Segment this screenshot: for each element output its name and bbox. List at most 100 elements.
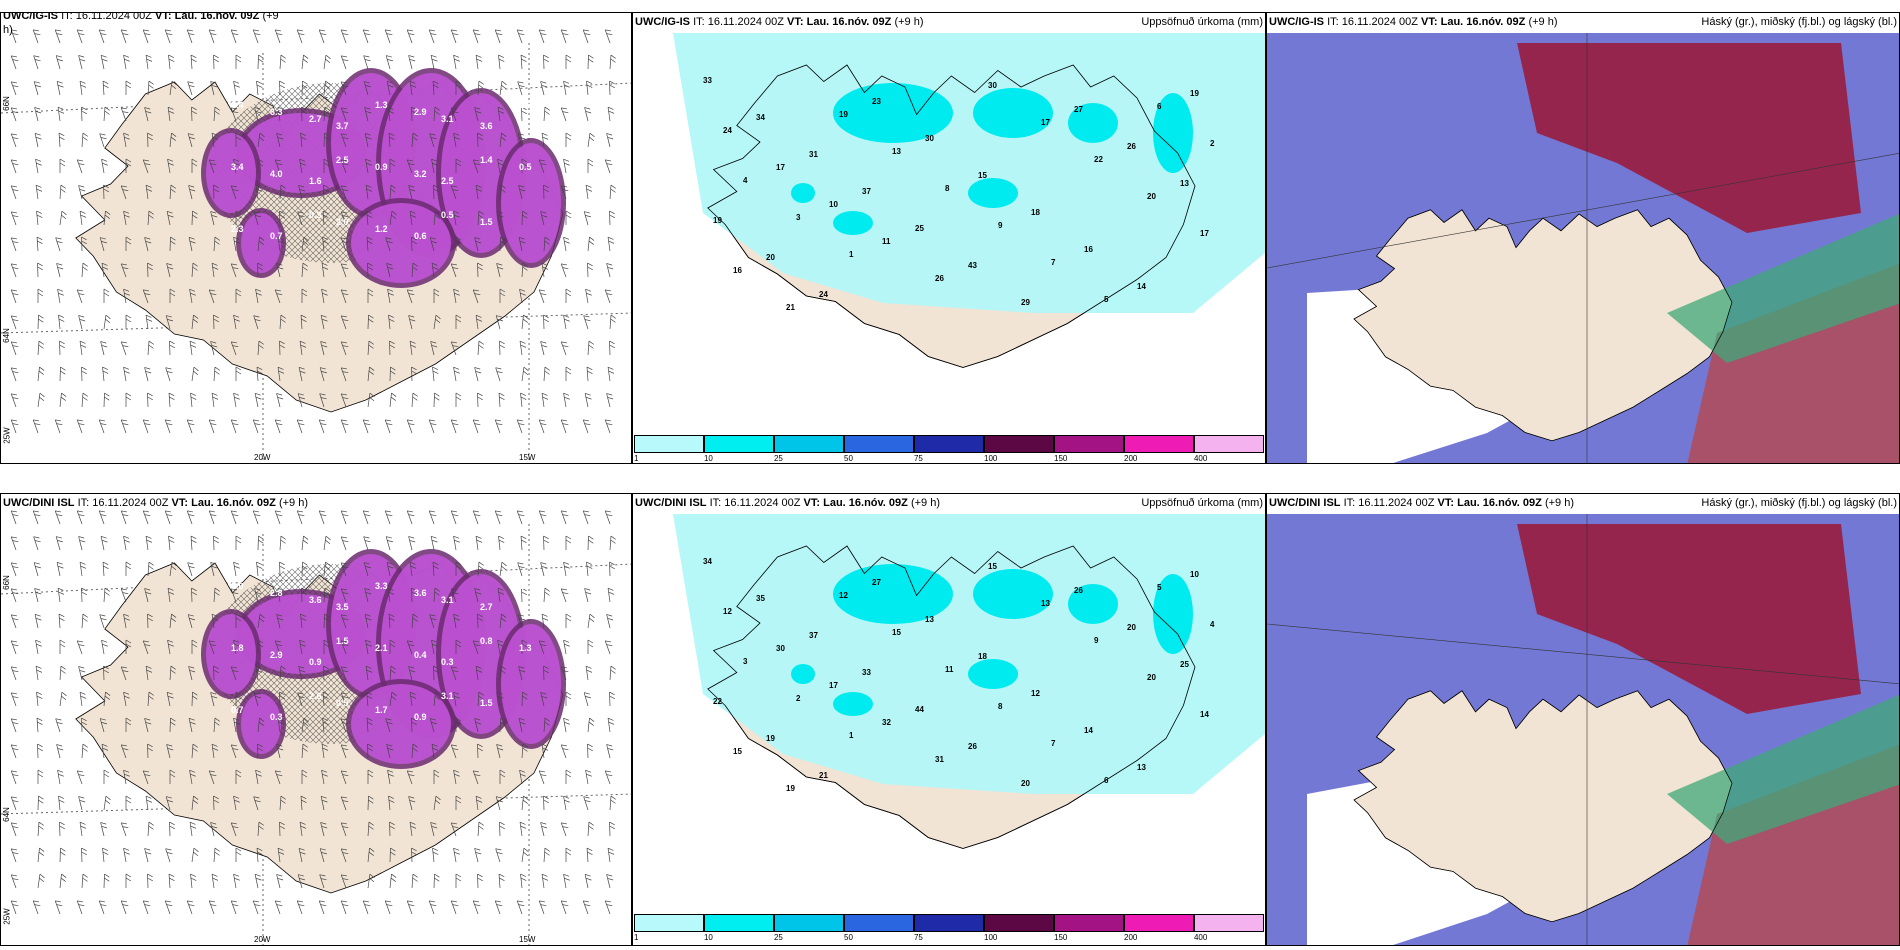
barb-feather: [607, 847, 614, 851]
wind-barb: [301, 288, 308, 303]
wind-barb: [366, 236, 373, 252]
barb-feather: [280, 314, 286, 319]
barb-feather: [391, 695, 397, 701]
barb-staff: [208, 770, 215, 785]
barb-feather: [475, 591, 482, 595]
barb-feather: [259, 717, 265, 722]
wind-barb: [191, 743, 198, 759]
wind-barb: [340, 588, 349, 603]
wind-value-label: 2.5: [441, 176, 454, 186]
barb-feather: [99, 29, 106, 32]
barb-feather: [341, 107, 348, 110]
barb-staff: [604, 159, 611, 174]
barb-feather: [188, 514, 195, 517]
barb-feather: [254, 319, 261, 322]
barb-feather: [322, 717, 328, 721]
barb-feather: [235, 58, 242, 63]
barb-staff: [213, 848, 216, 863]
barb-feather: [301, 106, 307, 111]
barb-feather: [386, 904, 393, 907]
barb-feather: [584, 319, 591, 322]
barb-feather: [81, 106, 87, 111]
barb-staff: [276, 263, 281, 278]
barb-feather: [589, 613, 595, 619]
barb-feather: [588, 54, 594, 59]
barb-feather: [585, 591, 592, 595]
barb-feather: [364, 423, 371, 426]
barb-staff: [145, 796, 149, 811]
barb-feather: [322, 240, 329, 244]
wind-barb: [235, 54, 242, 69]
barb-feather: [233, 158, 240, 162]
barb-feather: [388, 773, 394, 777]
precip-value-label: 26: [1074, 586, 1083, 595]
barb-staff: [340, 510, 347, 525]
wind-barb: [142, 29, 151, 44]
barb-staff: [541, 133, 545, 148]
barb-feather: [102, 80, 109, 84]
barb-feather: [522, 210, 528, 215]
barb-feather: [254, 392, 261, 396]
barb-feather: [171, 80, 177, 86]
barb-feather: [210, 211, 217, 214]
wind-barb: [518, 666, 526, 681]
wind-barb: [103, 210, 111, 226]
wind-barb: [406, 159, 415, 174]
barb-feather: [517, 419, 524, 422]
wind-barb: [59, 639, 66, 654]
barb-feather: [520, 873, 526, 877]
barb-staff: [563, 393, 567, 408]
barb-staff: [145, 185, 149, 200]
barb-feather: [342, 670, 349, 673]
barb-feather: [608, 240, 615, 244]
barb-staff: [543, 718, 546, 733]
barb-feather: [587, 370, 593, 374]
wind-barb: [340, 55, 349, 70]
barb-feather: [297, 419, 304, 422]
wind-barb: [169, 340, 175, 356]
barb-feather: [144, 588, 151, 591]
barb-feather: [429, 419, 436, 422]
wind-barb: [125, 158, 132, 173]
barb-feather: [77, 419, 84, 422]
wind-barb: [301, 535, 309, 551]
barb-feather: [36, 669, 43, 673]
barb-feather: [144, 33, 151, 36]
barb-feather: [105, 318, 111, 324]
barb-feather: [12, 397, 19, 400]
barb-feather: [500, 617, 506, 622]
barb-staff: [364, 614, 369, 629]
barb-staff: [472, 159, 479, 174]
barb-feather: [299, 188, 306, 192]
barb-feather: [342, 267, 349, 270]
barb-feather: [478, 344, 484, 349]
barb-feather: [82, 396, 88, 401]
wind-barb: [296, 900, 305, 915]
wind-barb: [36, 236, 43, 252]
barb-staff: [76, 419, 83, 434]
barb-staff: [538, 770, 545, 785]
wind-barb: [165, 367, 173, 382]
barb-staff: [450, 341, 457, 356]
wind-barb: [279, 340, 285, 356]
wind-barb: [79, 821, 87, 837]
barb-feather: [366, 210, 372, 214]
barb-feather: [455, 158, 462, 163]
barb-feather: [80, 214, 87, 218]
barb-staff: [406, 640, 413, 655]
barb-feather: [103, 769, 110, 774]
wind-barb: [563, 158, 570, 174]
barb-staff: [584, 393, 589, 408]
wind-barb: [408, 185, 416, 200]
barb-staff: [606, 133, 611, 148]
wind-barb: [587, 639, 594, 654]
wind-barb: [59, 158, 66, 173]
barb-staff: [81, 393, 84, 408]
wind-barb: [495, 848, 503, 863]
barb-staff: [323, 55, 327, 70]
barb-staff: [450, 666, 457, 681]
barb-feather: [121, 29, 128, 32]
barb-feather: [369, 873, 375, 879]
barb-staff: [10, 614, 17, 629]
barb-staff: [276, 393, 281, 408]
